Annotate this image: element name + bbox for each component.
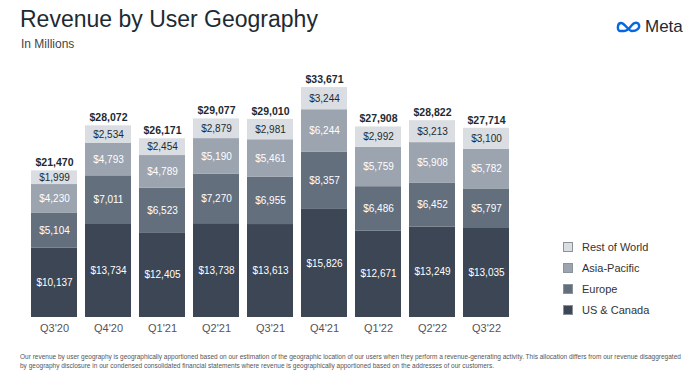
svg-text:$4,789: $4,789 — [147, 166, 178, 177]
svg-text:Q2'22: Q2'22 — [418, 322, 447, 334]
svg-text:Q3'21: Q3'21 — [256, 322, 285, 334]
svg-text:$15,826: $15,826 — [306, 258, 343, 269]
svg-text:Q1'21: Q1'21 — [148, 322, 177, 334]
svg-text:$1,999: $1,999 — [39, 172, 70, 183]
svg-text:$6,244: $6,244 — [309, 125, 340, 136]
svg-text:$2,454: $2,454 — [147, 141, 178, 152]
html-text:Rest of World: Rest of World — [582, 240, 649, 253]
svg-text:$6,955: $6,955 — [255, 195, 286, 206]
svg-text:Q4'21: Q4'21 — [310, 322, 339, 334]
html-text:Our revenue by user geography: Our revenue by user geography is geograp… — [20, 353, 681, 369]
svg-text:$5,782: $5,782 — [471, 163, 502, 174]
html-text:US & Canada: US & Canada — [582, 303, 650, 316]
svg-text:$3,100: $3,100 — [471, 133, 502, 144]
svg-text:Q1'22: Q1'22 — [364, 322, 393, 334]
svg-text:$13,734: $13,734 — [90, 265, 127, 276]
svg-text:$29,077: $29,077 — [198, 104, 236, 116]
svg-text:$2,981: $2,981 — [255, 124, 286, 135]
svg-text:$12,405: $12,405 — [144, 269, 181, 280]
svg-text:$13,249: $13,249 — [414, 266, 451, 277]
svg-text:Q3'20: Q3'20 — [40, 322, 69, 334]
svg-text:$29,010: $29,010 — [252, 105, 290, 117]
svg-text:$5,104: $5,104 — [39, 225, 70, 236]
svg-text:$13,738: $13,738 — [198, 265, 235, 276]
svg-text:$28,072: $28,072 — [90, 111, 128, 123]
svg-text:$33,671: $33,671 — [306, 73, 344, 85]
svg-text:$21,470: $21,470 — [36, 156, 74, 168]
html-text:Europe: Europe — [582, 282, 618, 295]
svg-text:$5,190: $5,190 — [201, 151, 232, 162]
svg-text:$5,759: $5,759 — [363, 161, 394, 172]
svg-text:Q3'22: Q3'22 — [472, 322, 501, 334]
svg-text:$2,992: $2,992 — [363, 131, 394, 142]
svg-text:$6,523: $6,523 — [147, 205, 178, 216]
svg-text:$4,230: $4,230 — [39, 193, 70, 204]
svg-text:$5,461: $5,461 — [255, 153, 286, 164]
html-text:Meta: Meta — [645, 17, 683, 36]
svg-text:Q4'20: Q4'20 — [94, 322, 123, 334]
svg-text:$7,011: $7,011 — [94, 194, 124, 205]
svg-text:$3,213: $3,213 — [417, 126, 448, 137]
svg-text:$5,797: $5,797 — [471, 203, 502, 214]
svg-text:$7,270: $7,270 — [201, 193, 232, 204]
svg-text:$6,486: $6,486 — [363, 203, 394, 214]
svg-text:$13,613: $13,613 — [252, 265, 289, 276]
svg-text:$27,908: $27,908 — [360, 112, 398, 124]
svg-text:$3,244: $3,244 — [309, 93, 340, 104]
svg-text:$10,137: $10,137 — [36, 277, 73, 288]
svg-text:$2,534: $2,534 — [93, 129, 124, 140]
svg-text:$28,822: $28,822 — [414, 106, 452, 118]
svg-text:Q2'21: Q2'21 — [202, 322, 231, 334]
svg-text:$8,357: $8,357 — [309, 175, 340, 186]
svg-text:$12,671: $12,671 — [360, 268, 397, 279]
svg-text:$26,171: $26,171 — [144, 124, 182, 136]
html-text:In Millions: In Millions — [21, 37, 75, 51]
svg-text:$4,793: $4,793 — [93, 154, 124, 165]
svg-text:$27,714: $27,714 — [468, 114, 506, 126]
svg-text:$6,452: $6,452 — [417, 199, 448, 210]
html-text:Revenue by User Geography: Revenue by User Geography — [20, 6, 318, 32]
svg-text:$5,908: $5,908 — [417, 157, 448, 168]
svg-text:$2,879: $2,879 — [201, 123, 232, 134]
svg-text:$13,035: $13,035 — [468, 267, 505, 278]
html-text:Asia-Pacific: Asia-Pacific — [582, 261, 640, 274]
